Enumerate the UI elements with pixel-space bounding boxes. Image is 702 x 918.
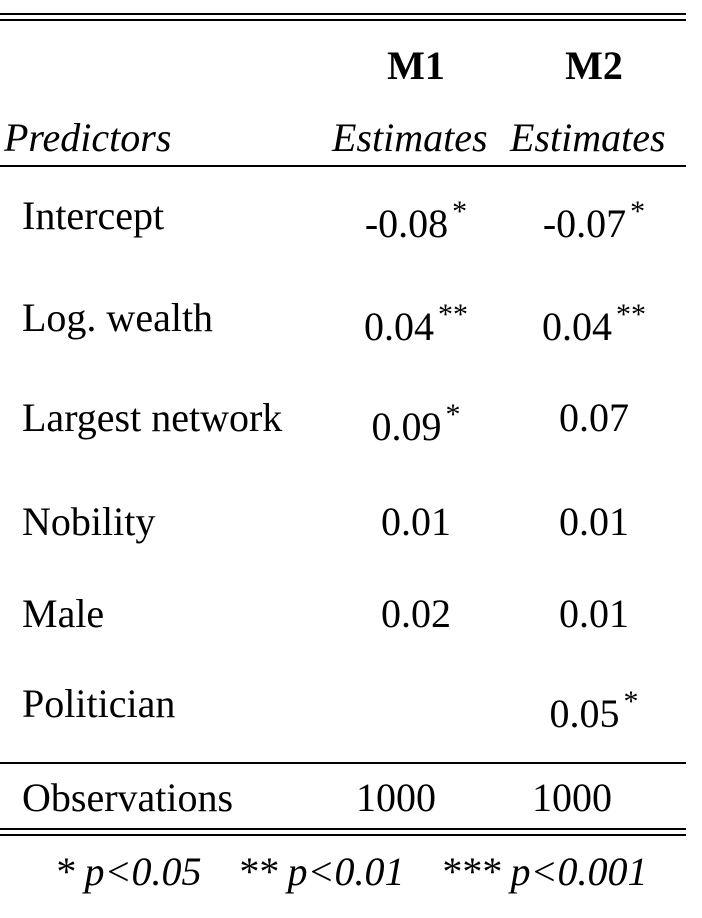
row-label-intercept: Intercept — [22, 193, 165, 238]
cell-intercept-m2: -0.07 * — [542, 197, 645, 246]
top-rule-outer — [0, 13, 686, 15]
cell-log-wealth-m1: 0.04 ** — [364, 300, 468, 349]
estimate-value: 0.02 — [381, 591, 451, 636]
cell-politician-m2: 0.05 * — [549, 687, 639, 736]
row-label-nobility: Nobility — [22, 499, 156, 544]
cell-nobility-m1: 0.01 — [381, 502, 451, 542]
estimate-value: 0.01 — [381, 499, 451, 544]
row-label-observations: Observations — [22, 775, 234, 820]
cell-nobility-m2: 0.01 — [559, 502, 629, 542]
footnote-p05: * p<0.05 — [54, 849, 202, 894]
cell-observations-m1: 1000 — [356, 775, 436, 820]
cell-male-m1: 0.02 — [381, 594, 451, 634]
row-label-politician: Politician — [22, 681, 176, 726]
predictors-header: Predictors — [4, 115, 172, 160]
estimate-value: -0.07 — [542, 201, 627, 246]
significance-marker: ** — [438, 298, 468, 331]
header-rule — [0, 165, 686, 167]
row-label-log-wealth: Log. wealth — [22, 295, 214, 340]
model-header-m2: M2 — [565, 43, 623, 88]
bottom-rule-inner — [0, 834, 686, 836]
cell-log-wealth-m2: 0.04 ** — [542, 300, 646, 349]
cell-male-m2: 0.01 — [559, 594, 629, 634]
significance-marker: * — [630, 195, 646, 228]
estimate-value: 0.04 — [364, 304, 434, 349]
significance-marker: * — [452, 195, 468, 228]
bottom-rule-outer — [0, 828, 686, 830]
estimate-value: 0.01 — [559, 499, 629, 544]
model-header-m1: M1 — [387, 43, 445, 88]
row-label-largest-network: Largest network — [22, 395, 283, 440]
significance-marker: * — [445, 398, 461, 431]
significance-marker: * — [623, 685, 639, 718]
cell-observations-m2: 1000 — [532, 775, 612, 820]
estimate-value: 0.09 — [371, 404, 442, 449]
footnote-p001: *** p<0.001 — [440, 849, 648, 894]
estimates-header-m2: Estimates — [510, 115, 666, 160]
estimate-value: 0.01 — [559, 591, 629, 636]
cell-largest-network-m1: 0.09 * — [371, 400, 461, 449]
top-rule-inner — [0, 19, 686, 21]
estimate-value: -0.08 — [364, 201, 449, 246]
estimate-value: 0.05 — [549, 691, 620, 736]
cell-largest-network-m2: 0.07 — [559, 398, 629, 438]
estimate-value: 0.04 — [542, 304, 612, 349]
estimates-header-m1: Estimates — [332, 115, 488, 160]
footnote-p01: ** p<0.01 — [237, 849, 405, 894]
estimate-value: 0.07 — [559, 395, 629, 440]
cell-intercept-m1: -0.08 * — [364, 197, 467, 246]
significance-marker: ** — [616, 298, 646, 331]
significance-footnote: * p<0.05 ** p<0.01 *** p<0.001 — [0, 848, 702, 895]
observations-rule — [0, 762, 686, 764]
row-label-male: Male — [22, 591, 105, 636]
